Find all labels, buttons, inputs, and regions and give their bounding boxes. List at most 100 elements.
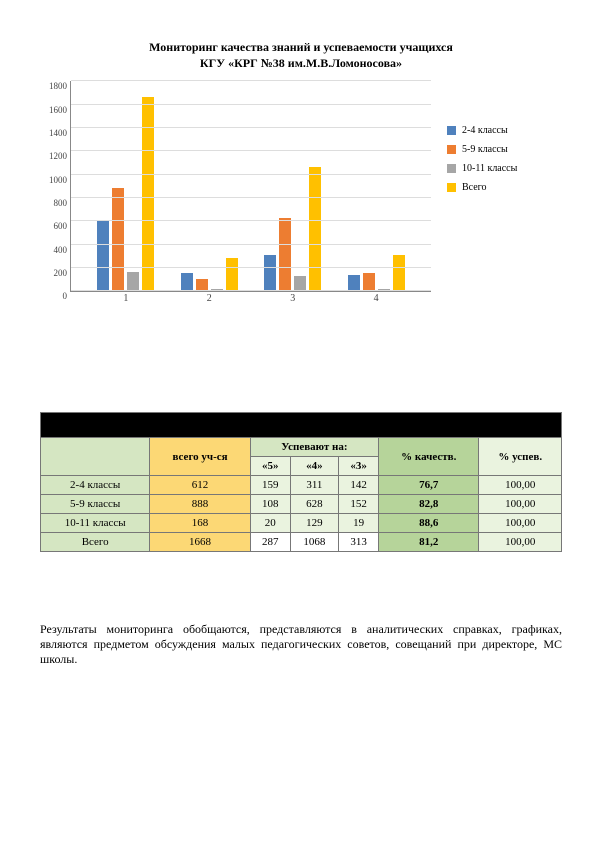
grid-line	[71, 80, 431, 81]
legend-swatch	[447, 183, 456, 192]
bar	[294, 276, 306, 291]
grid-line	[71, 290, 431, 291]
cell-uspev: 100,00	[479, 495, 562, 514]
bar	[226, 258, 238, 291]
cell-vsego: 1668	[150, 533, 250, 552]
page: Мониторинг качества знаний и успеваемост…	[0, 0, 602, 707]
grid-line	[71, 244, 431, 245]
legend-item: 10-11 классы	[447, 159, 517, 178]
chart-title-line1: Мониторинг качества знаний и успеваемост…	[149, 40, 453, 54]
x-tick-label: 4	[374, 293, 379, 304]
x-tick-label: 1	[123, 293, 128, 304]
cell-4: 311	[290, 476, 339, 495]
bar	[309, 167, 321, 292]
y-tick-label: 600	[54, 221, 68, 231]
y-tick-label: 1800	[49, 81, 67, 91]
legend-swatch	[447, 145, 456, 154]
row-label: Всего	[41, 533, 150, 552]
y-tick-label: 1000	[49, 175, 67, 185]
table-body: 2-4 классы61215931114276,7100,005-9 клас…	[41, 476, 562, 552]
table-header-4: «4»	[290, 457, 339, 476]
legend-label: 2-4 классы	[462, 121, 508, 140]
bar	[348, 275, 360, 292]
table-row: 10-11 классы168201291988,6100,00	[41, 514, 562, 533]
cell-5: 287	[250, 533, 290, 552]
table-row: 5-9 классы88810862815282,8100,00	[41, 495, 562, 514]
grid-line	[71, 127, 431, 128]
cell-4: 628	[290, 495, 339, 514]
cell-vsego: 168	[150, 514, 250, 533]
cell-vsego: 612	[150, 476, 250, 495]
y-tick-label: 200	[54, 268, 68, 278]
y-tick-label: 0	[63, 291, 68, 301]
chart-plot-area: 020040060080010001200140016001800 1234	[70, 81, 431, 292]
grid-line	[71, 104, 431, 105]
legend-swatch	[447, 164, 456, 173]
cell-uspev: 100,00	[479, 476, 562, 495]
bar	[127, 272, 139, 292]
table-header-5: «5»	[250, 457, 290, 476]
bar	[264, 255, 276, 291]
y-tick-label: 1400	[49, 128, 67, 138]
cell-4: 129	[290, 514, 339, 533]
table-header-uspev: % успев.	[479, 438, 562, 476]
cell-kach: 88,6	[379, 514, 479, 533]
cell-3: 313	[339, 533, 379, 552]
chart-title-line2: КГУ «КРГ №38 им.М.В.Ломоносова»	[200, 56, 402, 70]
chart-legend: 2-4 классы5-9 классы10-11 классыВсего	[447, 121, 517, 197]
chart-x-axis: 1 2 3 4	[71, 293, 431, 309]
legend-label: Всего	[462, 178, 487, 197]
x-tick-label: 3	[290, 293, 295, 304]
cell-5: 108	[250, 495, 290, 514]
legend-item: 2-4 классы	[447, 121, 517, 140]
cell-3: 142	[339, 476, 379, 495]
y-tick-label: 400	[54, 245, 68, 255]
cell-kach: 82,8	[379, 495, 479, 514]
table-header-vsego: всего уч-ся	[150, 438, 250, 476]
cell-kach: 81,2	[379, 533, 479, 552]
bar	[97, 220, 109, 291]
bar	[112, 188, 124, 292]
chart-bars	[71, 81, 431, 291]
grid-line	[71, 220, 431, 221]
legend-label: 10-11 классы	[462, 159, 517, 178]
data-table: всего уч-ся Успевают на: % качеств. % ус…	[40, 412, 562, 552]
cell-3: 152	[339, 495, 379, 514]
legend-item: 5-9 классы	[447, 140, 517, 159]
legend-item: Всего	[447, 178, 517, 197]
bar	[181, 273, 193, 292]
cell-5: 159	[250, 476, 290, 495]
x-tick-label: 2	[207, 293, 212, 304]
grid-line	[71, 197, 431, 198]
cell-4: 1068	[290, 533, 339, 552]
footer-paragraph: Результаты мониторинга обобщаются, предс…	[40, 622, 562, 667]
table-header-usp: Успевают на:	[250, 438, 378, 457]
table-top-bar	[41, 413, 562, 438]
row-label: 5-9 классы	[41, 495, 150, 514]
cell-kach: 76,7	[379, 476, 479, 495]
legend-label: 5-9 классы	[462, 140, 508, 159]
y-tick-label: 1600	[49, 105, 67, 115]
cell-vsego: 888	[150, 495, 250, 514]
chart-container: 020040060080010001200140016001800 1234 2…	[40, 81, 562, 292]
chart-title: Мониторинг качества знаний и успеваемост…	[40, 40, 562, 71]
bar	[142, 97, 154, 292]
table-corner	[41, 438, 150, 476]
table-container: всего уч-ся Успевают на: % качеств. % ус…	[40, 412, 562, 552]
bar	[393, 255, 405, 292]
cell-uspev: 100,00	[479, 514, 562, 533]
row-label: 2-4 классы	[41, 476, 150, 495]
cell-5: 20	[250, 514, 290, 533]
y-tick-label: 800	[54, 198, 68, 208]
y-tick-label: 1200	[49, 151, 67, 161]
footer-paragraph-text: Результаты мониторинга обобщаются, предс…	[40, 622, 562, 666]
cell-3: 19	[339, 514, 379, 533]
table-header-3: «3»	[339, 457, 379, 476]
table-row: Всего1668287106831381,2100,00	[41, 533, 562, 552]
grid-line	[71, 150, 431, 151]
table-header-kach: % качеств.	[379, 438, 479, 476]
bar	[279, 218, 291, 291]
chart-y-axis: 020040060080010001200140016001800	[41, 81, 69, 291]
bar	[363, 273, 375, 291]
table-row: 2-4 классы61215931114276,7100,00	[41, 476, 562, 495]
